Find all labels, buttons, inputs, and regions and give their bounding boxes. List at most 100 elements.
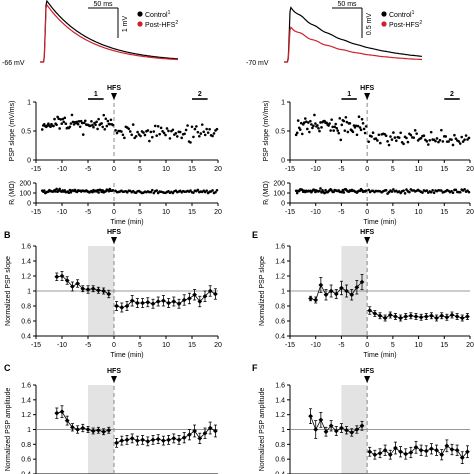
data-point-C [129,436,135,441]
data-point-left-ri [55,187,58,191]
data-point-C [75,427,80,432]
data-point-left-slope [162,131,166,135]
data-point-C [70,424,75,430]
data-point-C [145,438,151,444]
data-point-E [393,314,398,319]
data-point-right-ri [467,190,471,194]
data-point-left-ri [211,189,214,192]
y-axis-label-E: Normalized PSP slope [259,256,266,326]
x-tick-label-left-slope: 20 [214,166,222,173]
y-tick-label-B: 1.4 [21,259,31,266]
data-point-C [197,436,203,441]
data-point-left-ri [155,189,159,192]
data-point-left-slope [97,117,100,121]
data-point-right-ri [458,190,462,194]
y-axis-label-right-slope: PSP slope (mV/ms) [263,101,270,162]
data-point-left-slope [83,119,87,123]
data-point-right-slope [371,131,375,135]
legend-marker-post-hfs-right [381,21,387,27]
data-point-right-slope [340,123,344,127]
data-point-B [59,273,65,279]
data-point-right-ri [432,191,436,195]
y-tick-label-F: 1.4 [275,397,285,404]
data-point-C [150,437,156,443]
y-tick-label-C: 0.8 [21,442,31,449]
data-point-right-slope [376,139,379,142]
data-point-left-ri [205,189,208,192]
data-point-right-slope [395,139,398,143]
data-point-left-ri [196,188,200,192]
data-point-E [382,315,388,321]
data-point-left-ri [42,189,46,192]
x-tick-label-right-ri: -15 [285,209,295,216]
data-point-B [155,299,161,304]
data-point-F [344,427,349,433]
hfs-arrow [111,93,117,100]
data-point-right-slope [402,142,405,146]
data-point-B [181,297,187,303]
data-point-right-slope [429,130,433,134]
y-tick-label-C: 1 [27,427,31,434]
data-point-left-slope [58,127,61,130]
legend-marker-control-left [137,11,143,17]
data-point-right-slope [335,126,339,130]
data-point-right-ri [454,188,458,192]
data-point-right-slope [435,137,439,140]
data-point-F [398,449,403,455]
data-point-left-slope [59,118,62,121]
data-point-left-slope [167,129,170,133]
data-point-right-slope [306,127,309,131]
data-point-left-slope [193,127,197,131]
data-point-F [459,455,465,461]
data-point-right-slope [434,139,437,143]
data-point-E [354,284,360,290]
data-point-right-slope [332,129,335,132]
data-point-C [106,427,112,433]
y-tick-label-left-slope: 0.5 [21,129,31,136]
data-point-C [171,436,177,441]
x-tick-label-B: 0 [112,342,116,349]
data-point-right-slope [461,140,465,143]
x-tick-label-right-slope: 10 [415,166,423,173]
data-point-right-ri [319,187,322,190]
data-point-right-slope [415,132,418,135]
data-point-left-slope [71,120,75,124]
data-point-left-slope [186,124,189,127]
data-point-B [202,293,208,299]
data-point-right-ri [408,190,411,194]
data-point-left-slope [90,120,93,123]
x-tick-label-left-ri: 10 [162,209,170,216]
x-tick-label-B: -15 [31,342,41,349]
data-point-B [135,300,140,306]
data-point-right-slope [463,138,466,141]
data-point-right-slope [308,130,311,134]
data-point-left-slope [212,132,216,135]
x-tick-label-right-slope: -5 [338,166,344,173]
y-tick-label-B: 0.4 [21,334,31,341]
data-point-right-slope [389,135,392,138]
x-tick-label-right-ri: 0 [365,209,369,216]
x-tick-label-right-ri: 10 [415,209,423,216]
data-point-right-ri [324,188,327,192]
data-point-right-ri [342,191,346,194]
data-point-left-slope [72,123,76,126]
y-tick-label-left-slope: 1 [27,100,31,107]
data-point-right-ri [390,190,394,193]
data-point-right-slope [426,143,430,146]
data-point-left-slope [101,125,105,129]
x-tick-label-E: 20 [466,342,474,349]
data-point-right-slope [333,125,336,129]
data-point-left-ri [150,188,154,192]
x-tick-label-E: 0 [365,342,369,349]
data-point-left-slope [139,134,142,138]
data-point-E [449,312,455,318]
data-point-right-slope [329,129,332,132]
data-point-right-slope [458,142,462,145]
data-point-right-ri [320,191,323,194]
data-point-right-slope [343,129,347,132]
data-point-left-slope [53,117,56,121]
data-point-left-slope [130,133,134,137]
data-point-E [444,314,450,320]
data-point-left-slope [80,121,84,125]
data-point-left-slope [40,128,44,131]
